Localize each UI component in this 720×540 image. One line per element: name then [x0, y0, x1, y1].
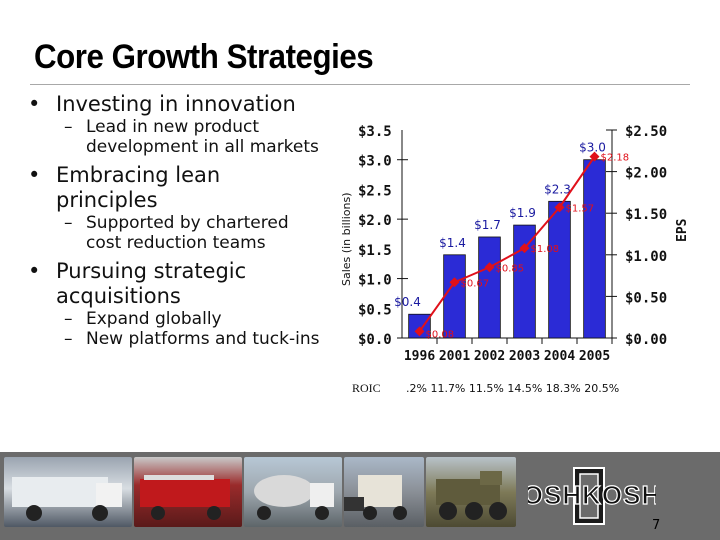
- sales-bar: [548, 200, 571, 339]
- sub-bullet-text: Expand globally: [86, 309, 222, 329]
- eps-point-label: $0.67: [461, 278, 490, 289]
- eps-point-label: $1.08: [531, 244, 560, 255]
- bullet-text: Investing in innovation: [56, 92, 296, 116]
- right-axis-tick-label: $0.50: [625, 290, 667, 306]
- eps-point: [484, 262, 495, 273]
- sub-bullet-item: – New platforms and tuck-ins: [64, 329, 320, 349]
- sales-bar-label: $1.7: [474, 218, 501, 232]
- left-axis-tick-label: $0.5: [358, 302, 392, 318]
- bullet-item: • Embracing lean principles: [28, 163, 328, 213]
- bullet-item: • Investing in innovation: [28, 92, 296, 116]
- x-axis-tick-label: 1996: [404, 349, 435, 364]
- mixer-truck-image: [244, 457, 342, 527]
- title-divider: [30, 84, 690, 85]
- right-axis-tick-label: $0.00: [625, 332, 667, 348]
- x-axis-tick-label: 2004: [544, 349, 575, 364]
- sub-bullet-text: New platforms and tuck-ins: [86, 329, 320, 349]
- right-axis-tick-label: $1.50: [625, 207, 667, 223]
- sales-bar-label: $1.9: [509, 206, 536, 220]
- logo-wordmark: OSHKOSH: [528, 480, 656, 510]
- eps-point: [589, 151, 600, 162]
- right-axis-tick-label: $1.00: [625, 249, 667, 265]
- left-axis-tick-label: $3.5: [358, 124, 392, 140]
- left-axis-tick-label: $1.5: [358, 243, 392, 259]
- oshkosh-logo: OSHKOSH: [528, 467, 656, 525]
- sales-bar-label: $2.3: [544, 182, 571, 196]
- x-axis-tick-label: 2001: [439, 349, 470, 364]
- eps-point-label: $0.85: [496, 263, 525, 274]
- military-truck-image: [426, 457, 516, 527]
- eps-point: [449, 277, 460, 288]
- eps-point-label: $1.57: [566, 203, 595, 214]
- right-axis-tick-label: $2.00: [625, 166, 667, 182]
- sales-bar: [408, 313, 431, 339]
- plow-truck-image: [344, 457, 424, 527]
- sales-bar: [443, 254, 466, 339]
- eps-point-label: $2.18: [601, 153, 630, 164]
- sales-bar: [583, 159, 606, 339]
- roic-label: ROIC: [352, 381, 381, 395]
- eps-line: [418, 156, 596, 332]
- sales-bar-label: $3.0: [579, 141, 606, 155]
- sub-bullet-item: – Lead in new product development in all …: [64, 117, 328, 157]
- sales-bar: [478, 236, 501, 339]
- right-axis-title: EPS: [675, 218, 690, 242]
- sub-bullet-text: Lead in new product development in all m…: [86, 117, 319, 157]
- left-axis-tick-label: $2.5: [358, 183, 392, 199]
- left-axis-tick-label: $3.0: [358, 154, 392, 170]
- sub-bullet-item: – Expand globally: [64, 309, 222, 329]
- sub-bullet-text: Supported by chartered cost reduction te…: [86, 213, 289, 253]
- eps-point: [414, 326, 425, 337]
- sales-bar-label: $1.4: [439, 236, 466, 250]
- bullet-text: Pursuing strategic acquisitions: [56, 259, 247, 308]
- right-axis-tick-label: $2.50: [625, 124, 667, 140]
- x-axis-tick-label: 2002: [474, 349, 505, 364]
- roic-values: .2% 11.7% 11.5% 14.5% 18.3% 20.5%: [406, 382, 619, 395]
- x-axis-tick-label: 2003: [509, 349, 540, 364]
- eps-point: [519, 243, 530, 254]
- sales-bar: [513, 224, 536, 339]
- left-axis-tick-label: $0.0: [358, 332, 392, 348]
- slide-title: Core Growth Strategies: [34, 38, 374, 76]
- bullet-text: Embracing lean principles: [56, 163, 221, 212]
- eps-point: [554, 202, 565, 213]
- eps-point-label: $0.08: [426, 329, 455, 340]
- left-axis-tick-label: $2.0: [358, 213, 392, 229]
- page-number: 7: [652, 518, 661, 533]
- fire-truck-image: [134, 457, 242, 527]
- sub-bullet-item: – Supported by chartered cost reduction t…: [64, 213, 328, 253]
- left-axis-title: Sales (in billions): [340, 192, 353, 286]
- left-axis-tick-label: $1.0: [358, 273, 392, 289]
- refuse-truck-image: [4, 457, 132, 527]
- bullet-list: • Investing in innovation – Lead in new pr…: [28, 92, 328, 349]
- bullet-item: • Pursuing strategic acquisitions: [28, 259, 328, 309]
- x-axis-tick-label: 2005: [579, 349, 610, 364]
- sales-bar-label: $0.4: [394, 295, 421, 309]
